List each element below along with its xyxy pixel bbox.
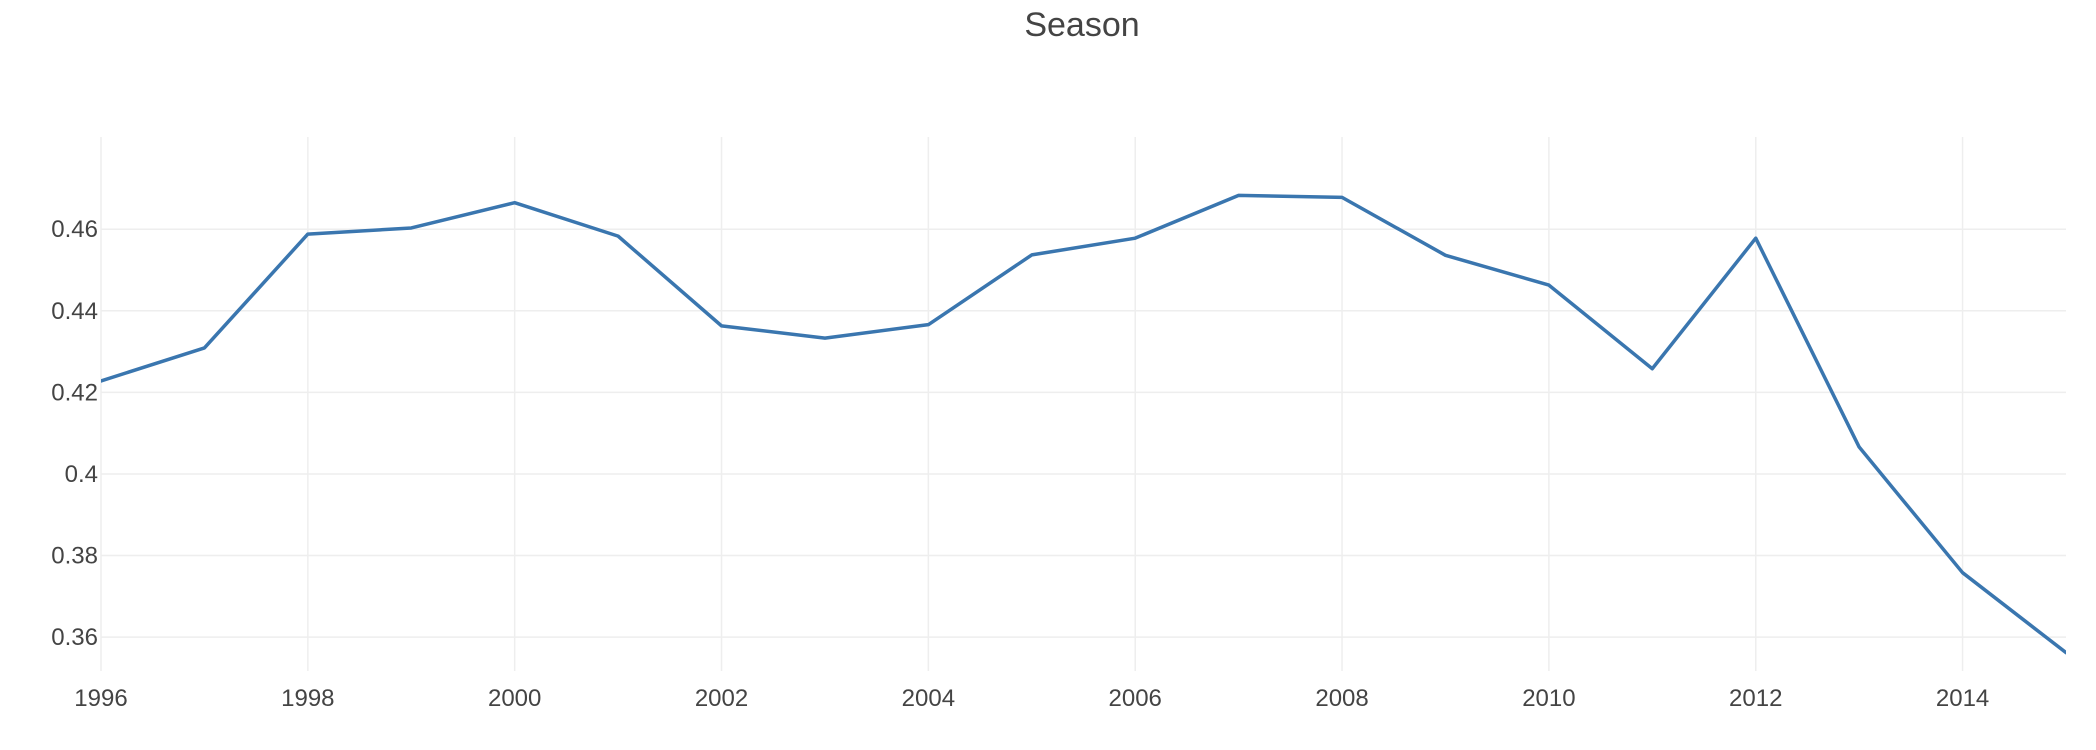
x-tick-label: 2006 xyxy=(1109,685,1162,712)
data-point xyxy=(409,226,413,230)
y-tick-label: 0.42 xyxy=(51,379,98,406)
data-point xyxy=(720,324,724,328)
x-tick-label: 1998 xyxy=(281,685,334,712)
x-tick-label: 2012 xyxy=(1729,685,1782,712)
data-point xyxy=(1547,283,1551,287)
data-point xyxy=(513,201,517,205)
data-point xyxy=(2064,651,2068,655)
series-layer xyxy=(99,193,2068,655)
x-axis-ticks: 1996 1998 2000 2002 2004 2006 2008 2010 2012 2014 xyxy=(74,685,1989,712)
series-line-0 xyxy=(101,193,2066,655)
y-axis-ticks: 0.36 0.38 0.4 0.42 0.44 0.46 xyxy=(51,216,98,651)
data-point xyxy=(823,336,827,340)
data-point xyxy=(1857,445,1861,449)
data-point xyxy=(202,346,206,350)
data-point xyxy=(926,323,930,327)
data-point xyxy=(1030,253,1034,257)
data-point xyxy=(1443,253,1447,257)
data-point xyxy=(99,379,103,383)
x-tick-label: 2004 xyxy=(902,685,955,712)
data-point xyxy=(1754,236,1758,240)
data-point xyxy=(306,232,310,236)
x-tick-label: 2002 xyxy=(695,685,748,712)
y-tick-label: 0.4 xyxy=(65,461,98,488)
data-point xyxy=(1237,193,1241,197)
x-tick-label: 1996 xyxy=(74,685,127,712)
data-point xyxy=(1650,367,1654,371)
data-point xyxy=(1961,571,1965,575)
data-point xyxy=(616,234,620,238)
y-tick-label: 0.36 xyxy=(51,624,98,651)
data-point xyxy=(1340,195,1344,199)
x-tick-label: 2014 xyxy=(1936,685,1989,712)
y-gridlines xyxy=(101,228,2066,638)
x-tick-label: 2000 xyxy=(488,685,541,712)
y-tick-label: 0.46 xyxy=(51,216,98,243)
data-point xyxy=(1133,236,1137,240)
y-tick-label: 0.44 xyxy=(51,298,98,325)
x-gridlines xyxy=(100,137,1964,671)
x-tick-label: 2010 xyxy=(1522,685,1575,712)
y-tick-label: 0.38 xyxy=(51,543,98,570)
chart-title: Season xyxy=(1024,6,1139,44)
x-tick-label: 2008 xyxy=(1315,685,1368,712)
